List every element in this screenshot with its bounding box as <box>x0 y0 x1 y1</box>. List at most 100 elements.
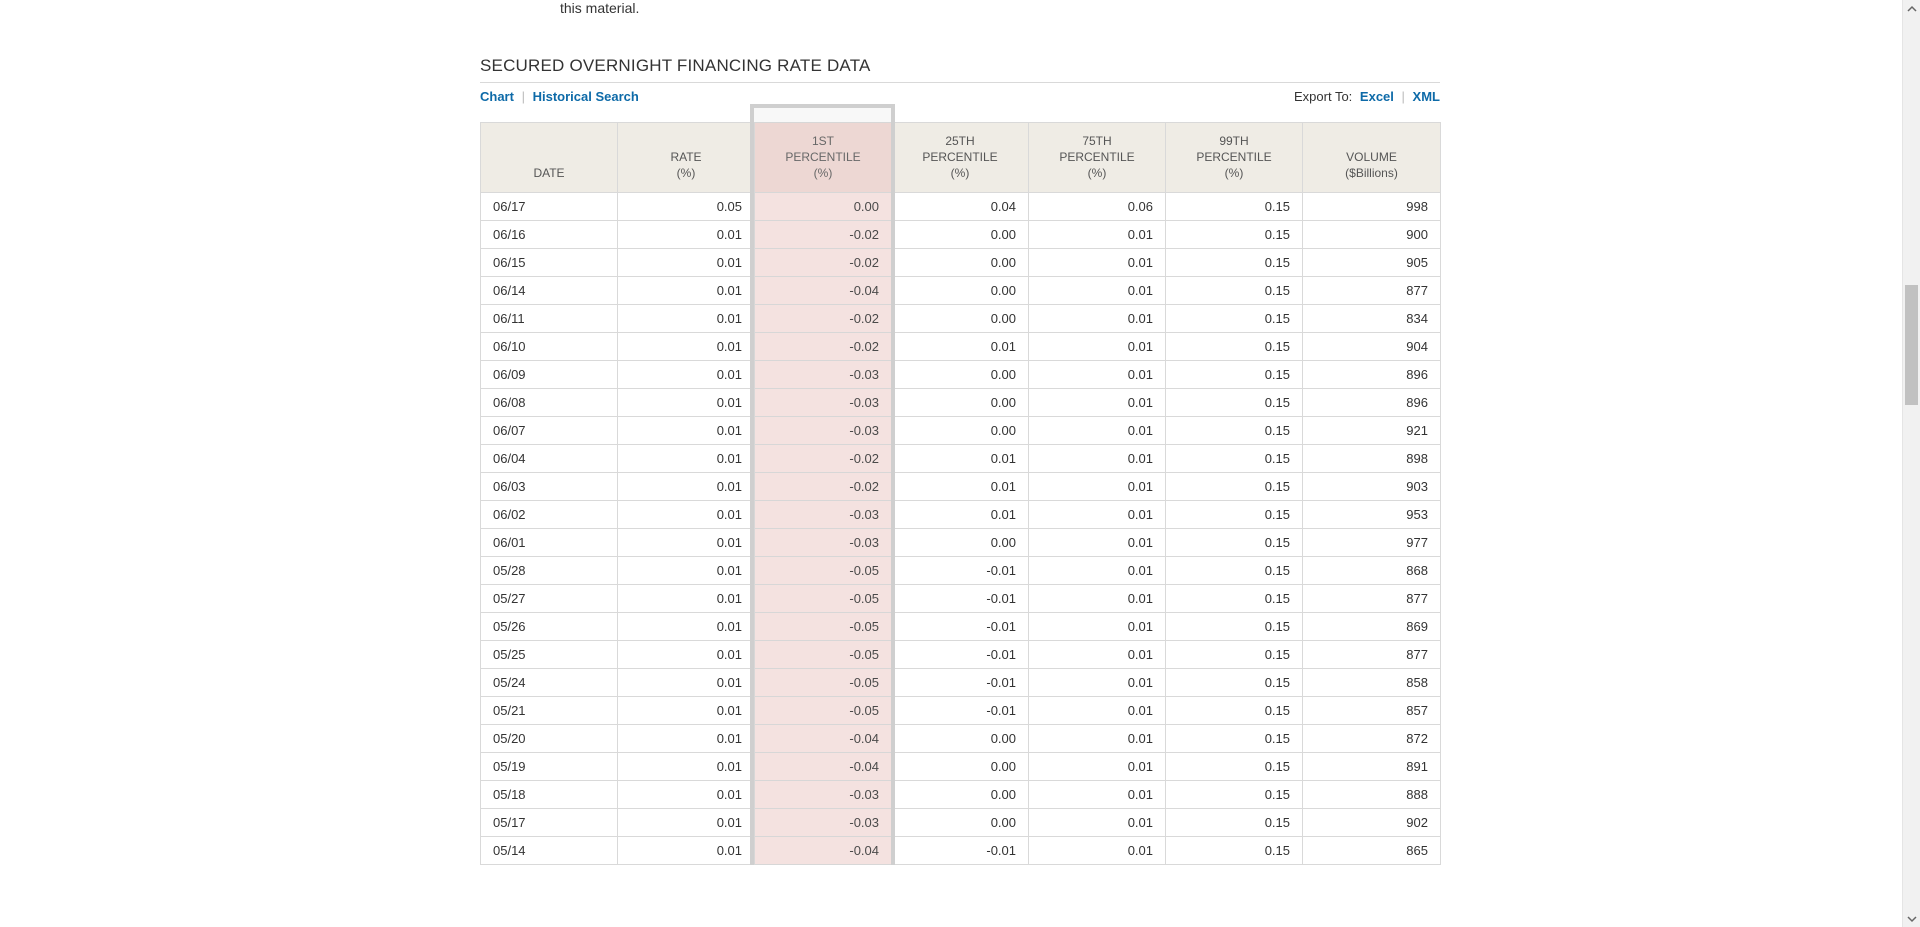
table-cell: 0.01 <box>618 444 755 472</box>
table-cell: 05/21 <box>481 696 618 724</box>
scroll-down-arrow-icon[interactable] <box>1903 910 1920 927</box>
table-cell: -0.03 <box>755 500 892 528</box>
export-xml-link[interactable]: XML <box>1413 89 1440 104</box>
column-header: 99THPERCENTILE(%) <box>1166 123 1303 193</box>
table-cell: -0.03 <box>755 808 892 836</box>
scroll-up-arrow-icon[interactable] <box>1903 0 1920 17</box>
table-cell: 0.04 <box>892 192 1029 220</box>
table-cell: 0.15 <box>1166 612 1303 640</box>
table-row: 06/040.01-0.020.010.010.15898 <box>481 444 1441 472</box>
table-cell: 05/26 <box>481 612 618 640</box>
table-cell: 06/09 <box>481 360 618 388</box>
table-cell: 0.01 <box>892 472 1029 500</box>
section-title: SECURED OVERNIGHT FINANCING RATE DATA <box>480 56 1440 76</box>
table-cell: 0.01 <box>618 696 755 724</box>
table-cell: 0.01 <box>1029 808 1166 836</box>
table-cell: 0.00 <box>892 304 1029 332</box>
export-excel-link[interactable]: Excel <box>1360 89 1394 104</box>
table-cell: 0.01 <box>618 472 755 500</box>
table-cell: -0.01 <box>892 668 1029 696</box>
table-cell: 06/04 <box>481 444 618 472</box>
table-cell: -0.03 <box>755 528 892 556</box>
table-row: 05/180.01-0.030.000.010.15888 <box>481 780 1441 808</box>
scrollbar-thumb[interactable] <box>1905 285 1918 405</box>
table-cell: 877 <box>1303 640 1441 668</box>
table-cell: 06/11 <box>481 304 618 332</box>
table-cell: 0.01 <box>1029 752 1166 780</box>
table-cell: 0.15 <box>1166 724 1303 752</box>
table-cell: 0.01 <box>618 724 755 752</box>
prior-paragraph-tail: this material. <box>560 0 1440 16</box>
table-cell: 0.01 <box>618 528 755 556</box>
table-cell: 0.01 <box>618 640 755 668</box>
table-cell: 834 <box>1303 304 1441 332</box>
table-cell: 0.01 <box>618 836 755 864</box>
table-cell: 05/18 <box>481 780 618 808</box>
table-cell: 0.15 <box>1166 192 1303 220</box>
table-cell: 0.00 <box>892 220 1029 248</box>
table-cell: 0.01 <box>892 500 1029 528</box>
table-row: 06/090.01-0.030.000.010.15896 <box>481 360 1441 388</box>
table-cell: -0.02 <box>755 472 892 500</box>
table-cell: 0.00 <box>892 752 1029 780</box>
table-cell: 0.01 <box>618 500 755 528</box>
toolbar-separator: | <box>522 89 525 104</box>
chart-link[interactable]: Chart <box>480 89 514 104</box>
table-cell: 0.01 <box>1029 724 1166 752</box>
table-cell: 953 <box>1303 500 1441 528</box>
table-cell: 888 <box>1303 780 1441 808</box>
table-cell: 0.01 <box>1029 696 1166 724</box>
table-row: 05/210.01-0.05-0.010.010.15857 <box>481 696 1441 724</box>
table-cell: 921 <box>1303 416 1441 444</box>
table-cell: 0.00 <box>892 724 1029 752</box>
table-cell: 877 <box>1303 584 1441 612</box>
table-cell: 05/27 <box>481 584 618 612</box>
table-cell: -0.05 <box>755 556 892 584</box>
table-body: 06/170.050.000.040.060.1599806/160.01-0.… <box>481 192 1441 864</box>
table-cell: 05/19 <box>481 752 618 780</box>
data-table-container: DATERATE(%)1STPERCENTILE(%)25THPERCENTIL… <box>480 122 1440 865</box>
table-row: 05/280.01-0.05-0.010.010.15868 <box>481 556 1441 584</box>
table-cell: -0.04 <box>755 276 892 304</box>
table-cell: -0.02 <box>755 220 892 248</box>
table-row: 05/240.01-0.05-0.010.010.15858 <box>481 668 1441 696</box>
table-cell: 0.06 <box>1029 192 1166 220</box>
table-cell: 0.01 <box>1029 472 1166 500</box>
table-cell: 0.01 <box>618 584 755 612</box>
table-row: 06/010.01-0.030.000.010.15977 <box>481 528 1441 556</box>
table-cell: 857 <box>1303 696 1441 724</box>
table-cell: 0.15 <box>1166 472 1303 500</box>
column-header: 1STPERCENTILE(%) <box>755 123 892 193</box>
vertical-scrollbar[interactable] <box>1902 0 1920 927</box>
table-cell: 896 <box>1303 388 1441 416</box>
table-cell: 0.15 <box>1166 556 1303 584</box>
table-cell: 0.15 <box>1166 640 1303 668</box>
scrollbar-track[interactable] <box>1903 17 1920 910</box>
table-cell: 877 <box>1303 276 1441 304</box>
table-row: 06/110.01-0.020.000.010.15834 <box>481 304 1441 332</box>
table-cell: 900 <box>1303 220 1441 248</box>
table-cell: 0.01 <box>1029 416 1166 444</box>
table-cell: 0.15 <box>1166 808 1303 836</box>
table-cell: 06/10 <box>481 332 618 360</box>
table-cell: 0.15 <box>1166 668 1303 696</box>
table-cell: 06/01 <box>481 528 618 556</box>
table-cell: 903 <box>1303 472 1441 500</box>
table-cell: 06/07 <box>481 416 618 444</box>
table-cell: -0.03 <box>755 388 892 416</box>
table-cell: 0.01 <box>618 276 755 304</box>
historical-search-link[interactable]: Historical Search <box>533 89 639 104</box>
table-cell: 0.05 <box>618 192 755 220</box>
table-row: 06/170.050.000.040.060.15998 <box>481 192 1441 220</box>
table-cell: 0.01 <box>1029 668 1166 696</box>
table-header-row: DATERATE(%)1STPERCENTILE(%)25THPERCENTIL… <box>481 123 1441 193</box>
table-row: 06/080.01-0.030.000.010.15896 <box>481 388 1441 416</box>
table-row: 05/190.01-0.040.000.010.15891 <box>481 752 1441 780</box>
table-cell: 0.15 <box>1166 332 1303 360</box>
table-cell: 05/20 <box>481 724 618 752</box>
table-cell: 0.00 <box>892 416 1029 444</box>
table-cell: 0.01 <box>618 220 755 248</box>
table-cell: 891 <box>1303 752 1441 780</box>
export-to-label: Export To: <box>1294 89 1352 104</box>
table-cell: 0.01 <box>618 332 755 360</box>
